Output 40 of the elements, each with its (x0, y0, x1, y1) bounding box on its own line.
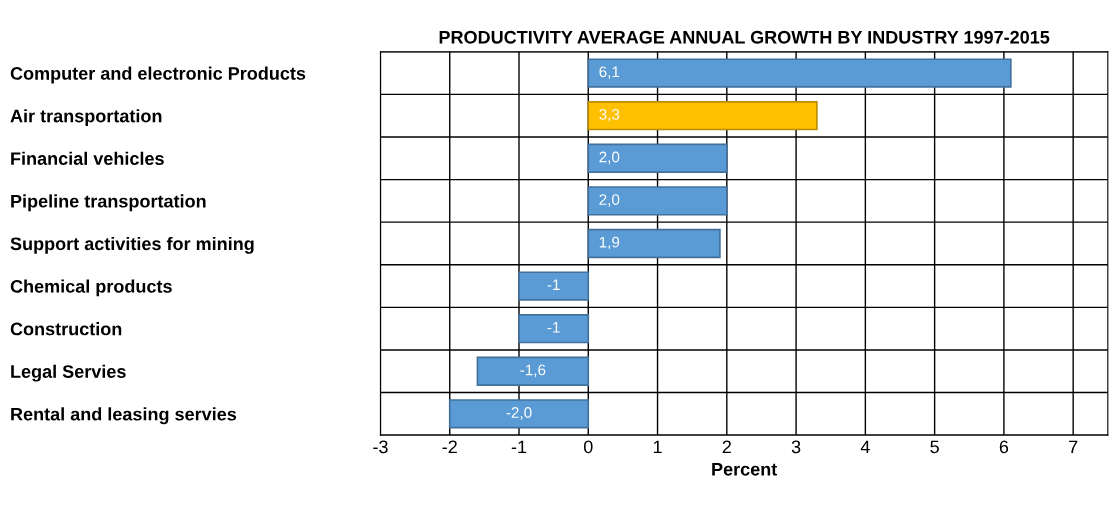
bar (587, 186, 728, 216)
data-label: 6,1 (599, 66, 620, 79)
x-axis-title: Percent (712, 463, 778, 476)
bar (587, 143, 728, 173)
y-tick-label: Financial vehicles (11, 151, 164, 165)
data-label: -1 (547, 279, 560, 290)
x-tick-label: 3 (791, 440, 801, 454)
bar (448, 399, 590, 429)
x-tick-label: -3 (373, 440, 388, 454)
y-tick-label: Rental and leasing servies (11, 407, 237, 425)
bar (587, 228, 721, 259)
data-label: 2,0 (599, 151, 620, 165)
bar (518, 271, 590, 301)
x-tick-label: 6 (999, 440, 1009, 454)
chart-title: PRODUCTIVITY AVERAGE ANNUAL GROWTH BY INDUSTRY 1997-2015 (439, 30, 1050, 44)
data-label: 3,3 (599, 108, 620, 122)
y-tick-label: Chemical products (10, 279, 172, 297)
y-tick-label: Construction (10, 322, 122, 336)
x-tick-label: 0 (583, 440, 593, 454)
bar (476, 356, 590, 386)
data-label: -2,0 (506, 407, 532, 420)
x-tick-label: -2 (442, 440, 457, 454)
x-tick-label: 1 (653, 440, 662, 454)
x-tick-label: 4 (860, 440, 870, 454)
x-tick-label: 5 (930, 440, 939, 454)
x-tick-label: 7 (1069, 440, 1078, 454)
y-tick-label: Computer and electronic Products (10, 66, 306, 84)
bar (587, 58, 1012, 88)
x-tick-label: -1 (511, 440, 527, 454)
y-tick-label: Support activities for mining (10, 236, 254, 254)
data-label: -1 (547, 322, 560, 333)
data-label: 1,9 (599, 236, 620, 250)
y-tick-label: Air transportation (10, 109, 162, 126)
y-tick-label: Legal Servies (11, 364, 126, 382)
bar (587, 101, 818, 131)
data-label: -1,6 (520, 364, 546, 378)
x-tick-label: 2 (722, 440, 731, 454)
y-tick-label: Pipeline transportation (11, 194, 206, 212)
bar (518, 313, 590, 344)
data-label: 2,0 (599, 194, 620, 207)
